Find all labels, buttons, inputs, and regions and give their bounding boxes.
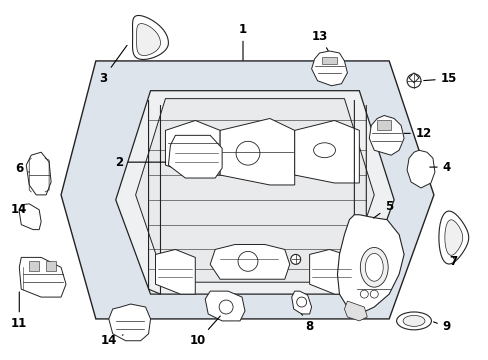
Text: 15: 15 bbox=[423, 72, 456, 85]
Text: 7: 7 bbox=[449, 255, 457, 268]
Polygon shape bbox=[168, 135, 222, 178]
Ellipse shape bbox=[177, 140, 199, 155]
Circle shape bbox=[296, 297, 306, 307]
Polygon shape bbox=[321, 57, 337, 64]
Text: 13: 13 bbox=[311, 30, 327, 51]
Polygon shape bbox=[368, 116, 403, 155]
Polygon shape bbox=[19, 257, 66, 297]
Polygon shape bbox=[344, 301, 366, 321]
Polygon shape bbox=[108, 304, 150, 341]
Polygon shape bbox=[210, 244, 289, 279]
Polygon shape bbox=[220, 118, 294, 185]
Circle shape bbox=[236, 141, 260, 165]
Ellipse shape bbox=[365, 253, 383, 281]
Text: 3: 3 bbox=[99, 45, 127, 85]
Circle shape bbox=[238, 251, 257, 271]
Polygon shape bbox=[155, 249, 195, 294]
Polygon shape bbox=[444, 220, 462, 255]
Text: 14: 14 bbox=[11, 203, 27, 216]
Polygon shape bbox=[165, 121, 220, 175]
Text: 9: 9 bbox=[433, 320, 450, 333]
Polygon shape bbox=[309, 249, 354, 294]
Polygon shape bbox=[19, 204, 41, 230]
Polygon shape bbox=[438, 211, 468, 264]
Polygon shape bbox=[29, 261, 39, 271]
Ellipse shape bbox=[402, 315, 424, 327]
Circle shape bbox=[360, 290, 367, 298]
Polygon shape bbox=[116, 91, 393, 294]
Text: 8: 8 bbox=[301, 314, 313, 333]
Polygon shape bbox=[311, 51, 346, 86]
Ellipse shape bbox=[396, 312, 430, 330]
Circle shape bbox=[290, 255, 300, 264]
Circle shape bbox=[219, 300, 233, 314]
Text: 4: 4 bbox=[429, 161, 450, 174]
Polygon shape bbox=[136, 24, 160, 55]
Polygon shape bbox=[135, 99, 373, 282]
Polygon shape bbox=[294, 121, 359, 183]
Circle shape bbox=[369, 290, 377, 298]
Circle shape bbox=[406, 74, 420, 88]
Text: 1: 1 bbox=[239, 23, 246, 60]
Text: 10: 10 bbox=[190, 316, 220, 347]
Polygon shape bbox=[46, 261, 56, 271]
Text: 14: 14 bbox=[101, 334, 123, 347]
Polygon shape bbox=[61, 61, 433, 319]
Text: 11: 11 bbox=[11, 292, 27, 330]
Polygon shape bbox=[337, 215, 403, 314]
Ellipse shape bbox=[313, 143, 335, 158]
Polygon shape bbox=[291, 291, 311, 314]
Polygon shape bbox=[205, 291, 244, 321]
Text: 12: 12 bbox=[403, 127, 431, 140]
Polygon shape bbox=[376, 121, 390, 130]
Polygon shape bbox=[26, 152, 51, 195]
Text: 6: 6 bbox=[15, 162, 29, 175]
Polygon shape bbox=[408, 73, 418, 83]
Ellipse shape bbox=[360, 247, 387, 287]
Polygon shape bbox=[406, 150, 434, 188]
Text: 2: 2 bbox=[114, 156, 165, 168]
Text: 5: 5 bbox=[373, 200, 392, 218]
Polygon shape bbox=[132, 15, 168, 59]
